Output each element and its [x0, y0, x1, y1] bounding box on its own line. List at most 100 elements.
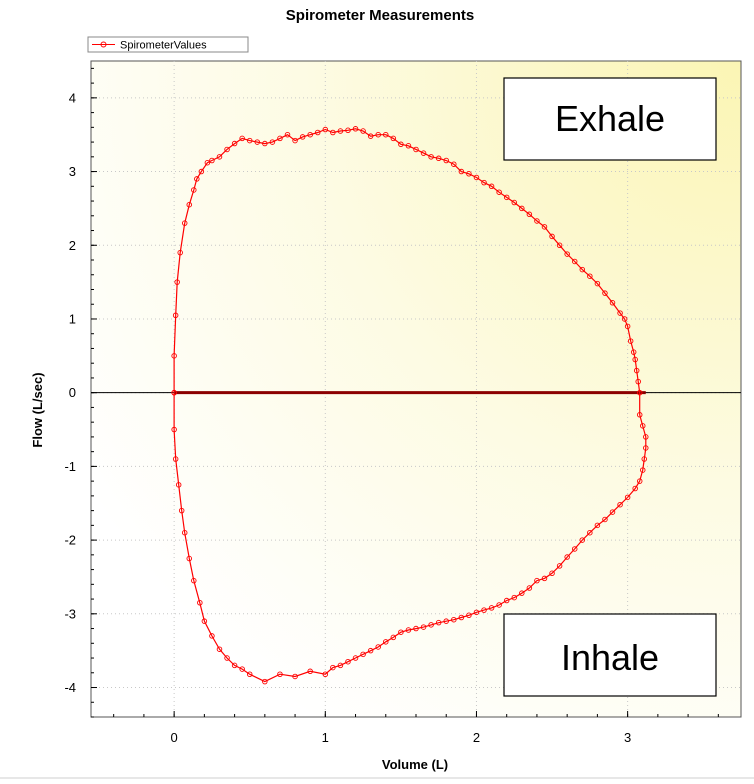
- annotation-exhale: Exhale: [503, 77, 717, 161]
- data-point: [322, 126, 329, 133]
- data-point: [503, 597, 510, 604]
- data-point: [299, 134, 306, 140]
- data-point: [284, 131, 291, 138]
- data-point: [526, 211, 533, 218]
- data-point: [534, 218, 540, 224]
- data-point: [636, 412, 643, 418]
- data-point: [503, 194, 510, 201]
- data-point: [519, 590, 525, 596]
- data-point: [443, 618, 449, 624]
- data-point: [594, 522, 601, 529]
- data-point: [398, 141, 404, 148]
- data-point: [246, 671, 253, 677]
- data-point: [630, 349, 637, 355]
- data-point: [473, 174, 480, 181]
- data-point: [181, 220, 188, 226]
- data-point: [277, 135, 283, 142]
- annotation-inhale-text: Inhale: [561, 637, 659, 678]
- x-tick-label: 3: [624, 730, 631, 745]
- data-point: [337, 662, 344, 669]
- data-point: [231, 140, 238, 147]
- data-point: [413, 146, 419, 153]
- data-point: [330, 129, 336, 136]
- data-point: [641, 456, 648, 462]
- data-point: [451, 616, 457, 623]
- data-point: [198, 168, 205, 175]
- data-point: [269, 139, 276, 145]
- data-point: [435, 619, 442, 626]
- data-point: [564, 251, 570, 257]
- data-point: [360, 651, 366, 658]
- data-point: [405, 627, 412, 633]
- data-point: [511, 199, 518, 206]
- data-point: [239, 666, 245, 672]
- data-point: [571, 258, 578, 265]
- data-point: [624, 323, 631, 330]
- data-point: [231, 662, 238, 669]
- data-point: [337, 128, 344, 134]
- data-point: [172, 312, 179, 319]
- data-point: [352, 126, 359, 132]
- data-point: [204, 159, 211, 166]
- data-point: [534, 577, 540, 584]
- data-point: [367, 647, 374, 654]
- data-point: [186, 555, 193, 562]
- data-point: [466, 612, 472, 619]
- data-point: [171, 353, 177, 359]
- data-point: [420, 150, 427, 156]
- data-point: [254, 139, 261, 145]
- data-point: [224, 146, 230, 153]
- data-point: [367, 133, 374, 139]
- data-point: [627, 338, 634, 344]
- data-point: [383, 639, 389, 645]
- data-point: [541, 224, 548, 230]
- data-point: [390, 135, 397, 142]
- data-point: [398, 629, 404, 635]
- data-point: [632, 356, 638, 363]
- data-point: [549, 570, 555, 577]
- legend-box: [87, 36, 249, 53]
- data-series: [171, 126, 649, 685]
- data-point: [322, 671, 329, 677]
- data-point: [216, 646, 223, 652]
- data-point: [636, 389, 643, 396]
- y-tick-label: -4: [64, 680, 76, 695]
- data-point: [262, 140, 268, 147]
- data-point: [473, 609, 480, 616]
- y-tick-label: 0: [69, 385, 76, 400]
- legend-marker: [100, 41, 107, 48]
- y-tick-label: 4: [69, 90, 76, 105]
- data-point: [609, 300, 616, 306]
- data-point: [191, 577, 197, 584]
- data-point: [277, 671, 283, 677]
- data-point: [405, 143, 412, 149]
- legend: SpirometerValues: [87, 36, 249, 53]
- data-point: [639, 467, 646, 473]
- data-point: [541, 575, 548, 582]
- data-point: [488, 183, 495, 190]
- data-point: [345, 127, 351, 134]
- data-point: [443, 157, 449, 164]
- data-point: [413, 625, 419, 632]
- data-point: [556, 563, 563, 569]
- data-point: [224, 655, 230, 661]
- data-point: [481, 607, 487, 613]
- data-point: [428, 154, 434, 160]
- annotation-inhale: Inhale: [503, 613, 717, 697]
- data-point: [246, 137, 253, 144]
- data-point: [383, 131, 389, 138]
- annotation-exhale-box: [503, 77, 717, 161]
- annotation-inhale-box: [503, 613, 717, 697]
- data-point: [609, 509, 616, 515]
- data-point: [481, 179, 487, 186]
- data-point: [191, 187, 197, 193]
- data-point: [556, 242, 563, 249]
- y-axis-label: Flow (L/sec): [30, 372, 45, 447]
- data-point: [360, 128, 366, 134]
- data-point: [175, 482, 182, 488]
- x-tick-label: 2: [473, 730, 480, 745]
- data-point: [621, 316, 628, 322]
- data-point: [511, 594, 518, 601]
- data-point: [330, 664, 336, 671]
- data-point: [617, 310, 623, 316]
